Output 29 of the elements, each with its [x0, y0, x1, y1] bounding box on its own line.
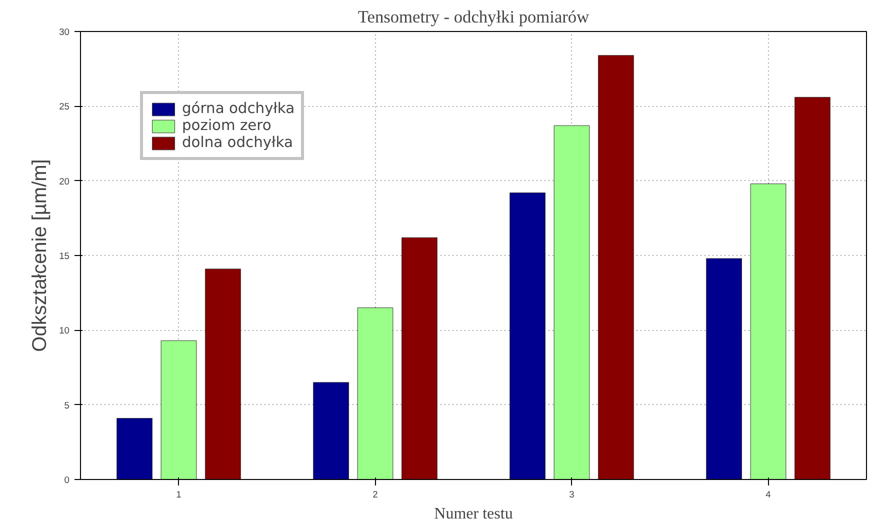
chart-title: Tensometry - odchyłki pomiarów: [358, 8, 590, 26]
y-tick-label: 10: [59, 326, 70, 336]
y-tick-label: 20: [59, 176, 70, 186]
y-tick-label: 30: [59, 27, 70, 37]
x-tick-label: 4: [766, 490, 771, 500]
bar: [313, 382, 349, 480]
x-tick-label: 1: [176, 490, 182, 500]
y-tick-label: 0: [64, 475, 70, 485]
bar: [357, 308, 394, 480]
bar: [794, 96, 830, 480]
y-tick-label: 15: [59, 251, 70, 261]
bar: [554, 125, 590, 480]
bar: [510, 192, 546, 480]
y-tick-label: 25: [59, 102, 70, 112]
bar: [160, 340, 197, 480]
x-tick-label: 2: [372, 490, 378, 500]
y-tick-label: 5: [64, 400, 70, 410]
bar: [706, 258, 742, 480]
bar: [750, 184, 786, 480]
x-tick-label: 3: [569, 490, 574, 500]
y-axis-title: Odkształcenie [µm/m]: [29, 159, 52, 352]
legend-label: górna odchyłka: [182, 100, 295, 117]
bar: [116, 418, 152, 480]
legend-label: dolna odchyłka: [182, 134, 293, 151]
x-axis-title: Numer testu: [434, 506, 513, 522]
bar: [205, 268, 241, 480]
legend-label: poziom zero: [182, 117, 272, 134]
bar: [598, 55, 634, 480]
bar: [402, 237, 438, 480]
